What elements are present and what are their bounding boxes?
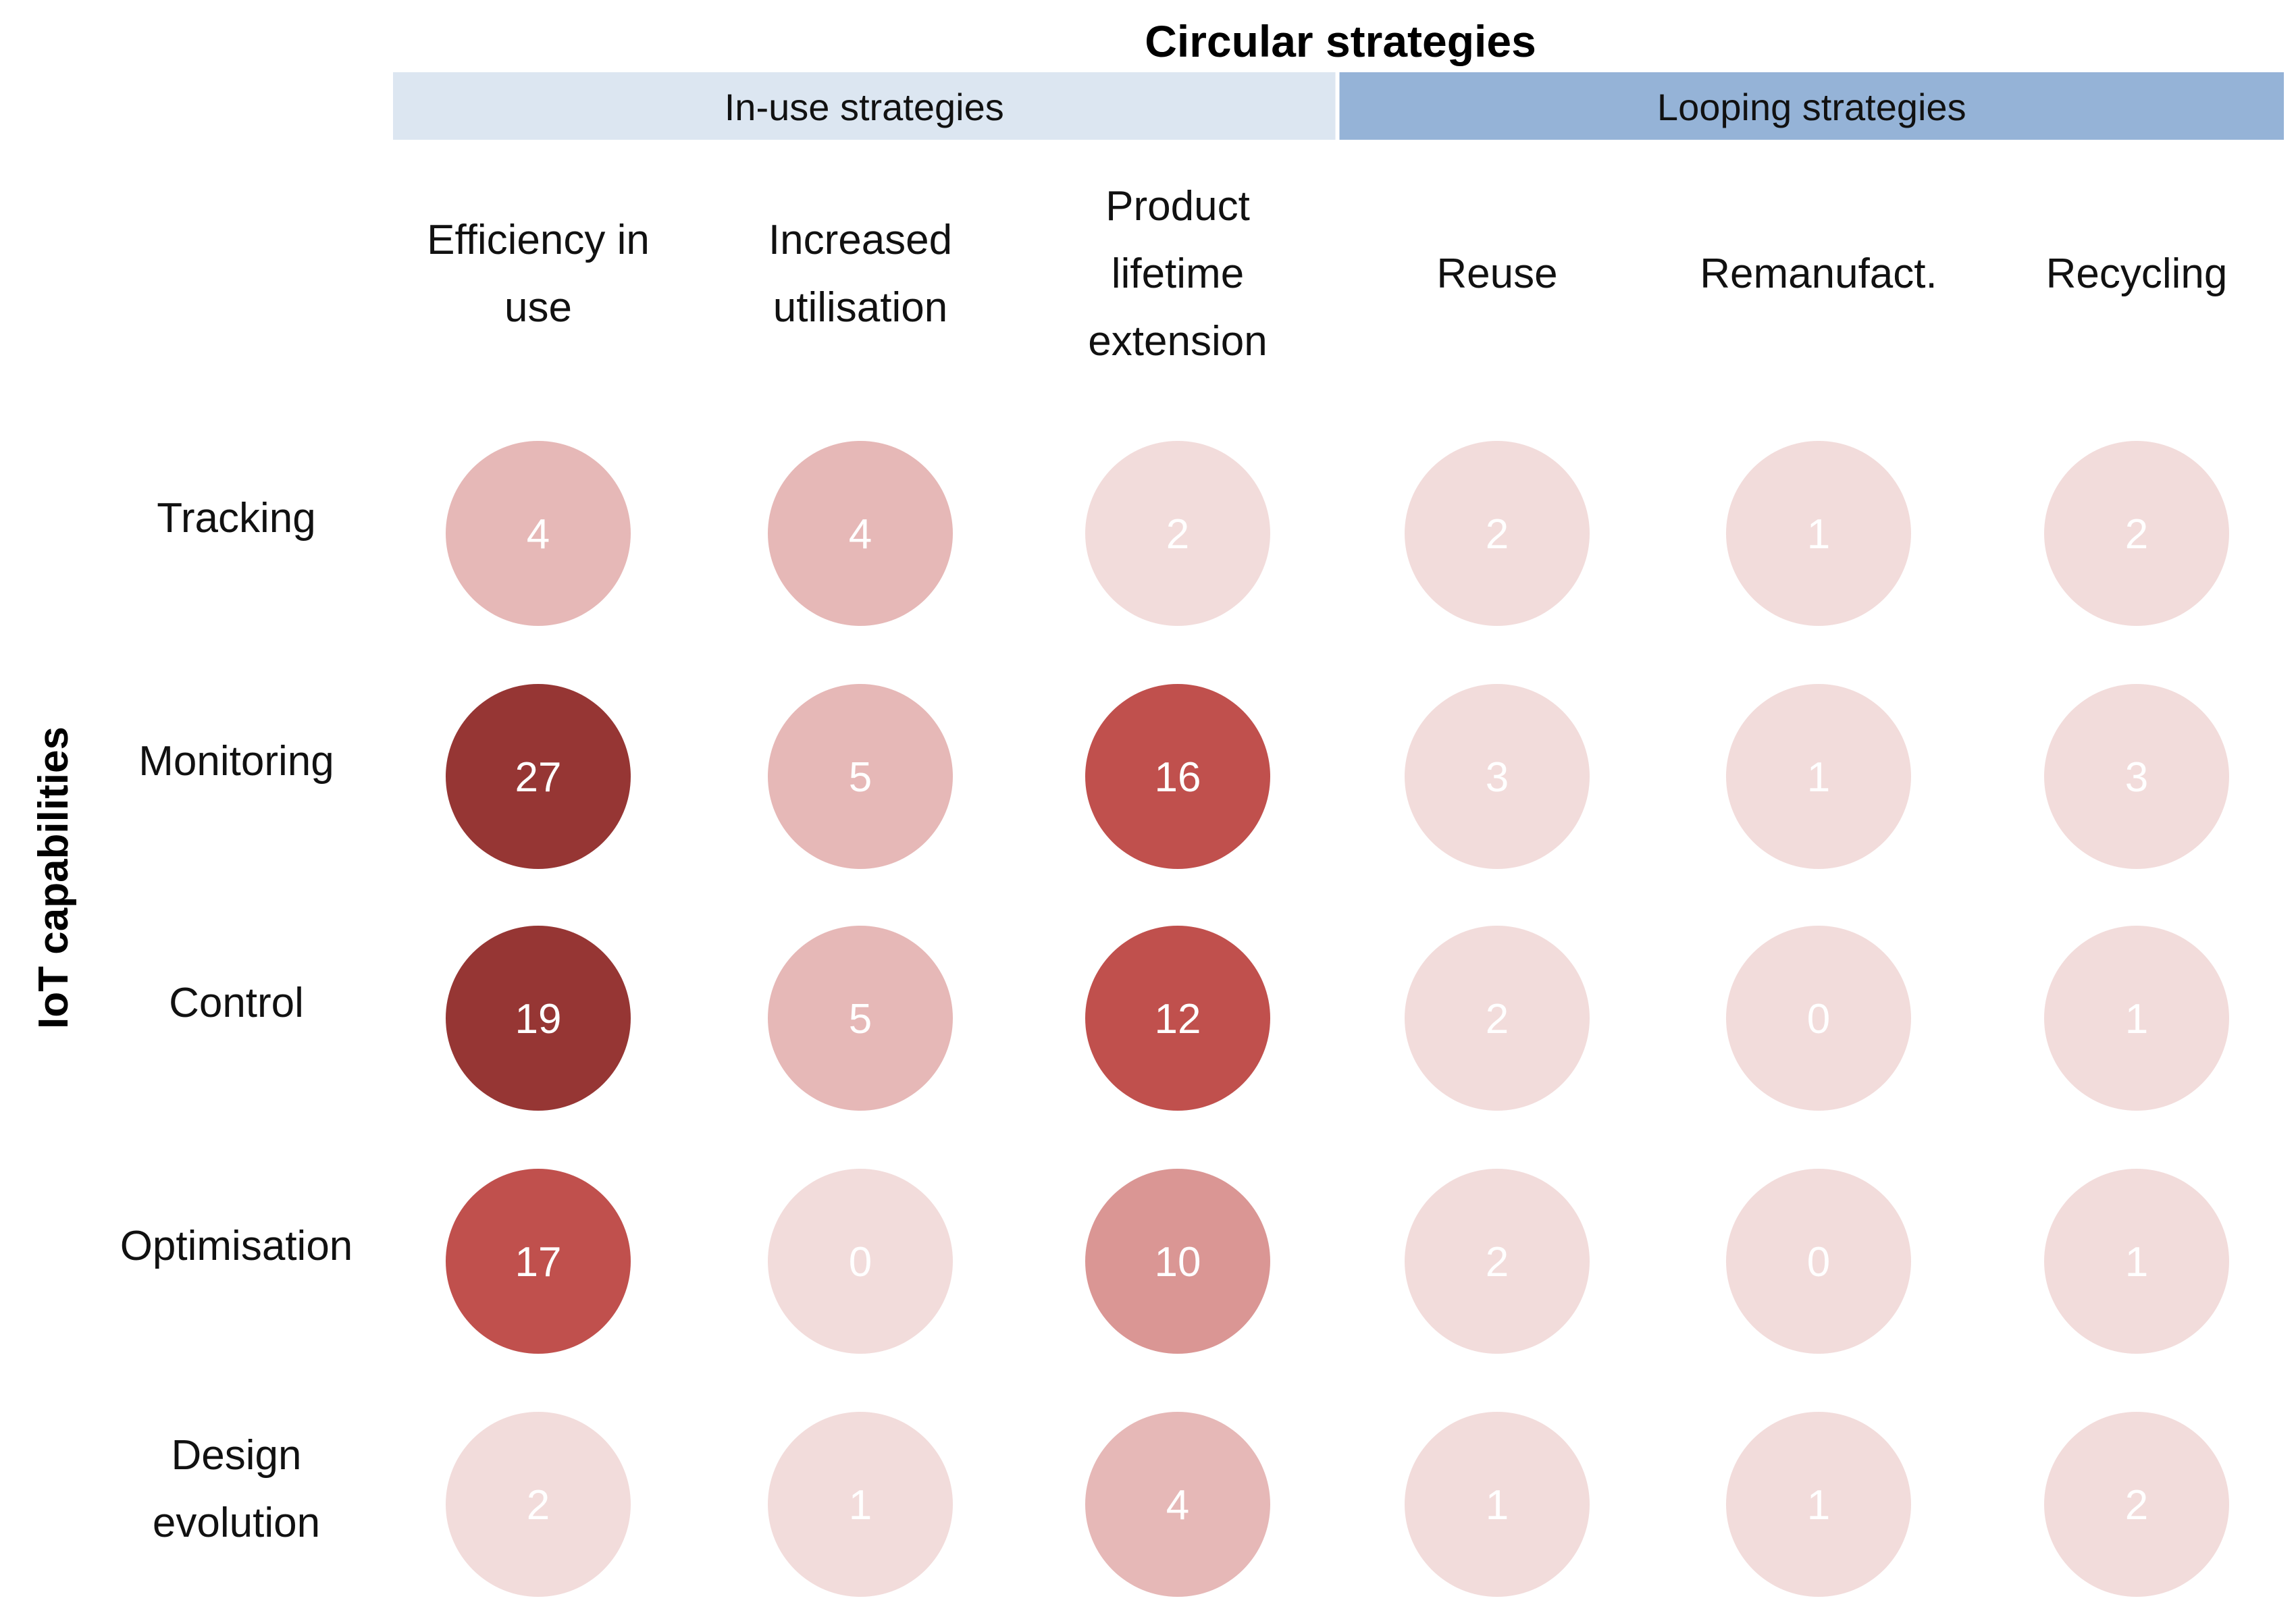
cell-circle-3-5 [2044,1169,2229,1354]
cell-circle-1-5 [2044,684,2229,869]
cell-value-4-3: 1 [1486,1482,1509,1529]
cell-value-4-2: 4 [1166,1482,1189,1529]
cell-value-0-5: 2 [2125,511,2148,558]
cell-circle-2-2 [1085,926,1270,1111]
column-header-2-line-0: Product [1105,183,1250,230]
cell-value-0-1: 4 [849,511,872,558]
column-header-0-line-0: Efficiency in [427,217,650,263]
cell-circle-4-1 [768,1412,953,1597]
cell-circle-4-3 [1405,1412,1590,1597]
cell-circle-4-2 [1085,1412,1270,1597]
cell-value-3-1: 0 [849,1239,872,1286]
cell-value-1-1: 5 [849,754,872,801]
cell-circle-4-4 [1726,1412,1911,1597]
cell-value-1-0: 27 [515,754,562,801]
column-headers: Efficiency in use Increased utilisation Prod… [427,183,2227,365]
cell-circle-1-1 [768,684,953,869]
cell-circle-2-3 [1405,926,1590,1111]
column-header-1-line-0: Increased [768,217,952,263]
cell-circle-1-2 [1085,684,1270,869]
cell-circle-0-5 [2044,441,2229,626]
cell-value-3-5: 1 [2125,1239,2148,1286]
cell-value-4-5: 2 [2125,1482,2148,1529]
cell-value-3-4: 0 [1807,1239,1830,1286]
column-header-5-line-0: Recycling [2046,250,2228,297]
column-header-1-line-1: utilisation [773,284,947,331]
cell-value-1-4: 1 [1807,754,1830,801]
cell-circle-3-0 [446,1169,631,1354]
cell-value-1-5: 3 [2125,754,2148,801]
cell-value-3-3: 2 [1486,1239,1509,1286]
row-header-1-line-0: Monitoring [138,738,334,785]
cell-circle-1-4 [1726,684,1911,869]
cell-circle-1-0 [446,684,631,869]
cell-value-2-3: 2 [1486,996,1509,1042]
row-headers: Tracking Monitoring Control Optimisation Des… [120,495,353,1546]
cell-circle-0-1 [768,441,953,626]
row-header-0-line-0: Tracking [157,495,315,542]
cell-circle-4-5 [2044,1412,2229,1597]
cell-circle-3-1 [768,1169,953,1354]
row-header-2-line-0: Control [169,980,304,1026]
cell-value-2-5: 1 [2125,996,2148,1042]
cell-value-4-4: 1 [1807,1482,1830,1529]
cell-value-4-0: 2 [527,1482,550,1529]
group-band-1 [1339,72,2284,140]
cell-value-1-3: 3 [1486,754,1509,801]
cell-value-3-0: 17 [515,1239,562,1286]
cell-value-0-2: 2 [1166,511,1189,558]
y-axis-label: IoT capabilities [30,727,77,1029]
group-band-0 [393,72,1336,140]
cell-value-1-2: 16 [1155,754,1201,801]
cell-circle-3-4 [1726,1169,1911,1354]
column-header-0-line-1: use [504,284,572,331]
cell-circle-3-2 [1085,1169,1270,1354]
row-header-3-line-0: Optimisation [120,1223,353,1269]
cell-circle-0-2 [1085,441,1270,626]
column-header-3-line-0: Reuse [1436,250,1557,297]
cell-circle-1-3 [1405,684,1590,869]
cell-value-2-2: 12 [1155,996,1201,1042]
row-header-4-line-1: evolution [153,1500,320,1546]
cell-value-0-0: 4 [527,511,550,558]
column-header-2-line-2: extension [1088,318,1267,365]
strategy-groups: In-use strategies Looping strategies [393,72,2284,140]
column-header-2-line-1: lifetime [1112,250,1244,297]
cell-value-3-2: 10 [1155,1239,1201,1286]
cell-circle-4-0 [446,1412,631,1597]
group-label-0: In-use strategies [725,86,1004,128]
cell-circle-2-1 [768,926,953,1111]
cell-circle-2-5 [2044,926,2229,1111]
cell-circle-0-4 [1726,441,1911,626]
cell-circle-2-4 [1726,926,1911,1111]
chart-title: Circular strategies [1145,16,1536,66]
cell-value-2-0: 19 [515,996,562,1042]
cell-circle-2-0 [446,926,631,1111]
cell-circle-0-0 [446,441,631,626]
cell-circle-0-3 [1405,441,1590,626]
cell-circle-3-3 [1405,1169,1590,1354]
cell-value-2-4: 0 [1807,996,1830,1042]
group-label-1: Looping strategies [1657,86,1966,128]
column-header-4-line-0: Remanufact. [1700,250,1937,297]
heatmap-cells: 4 4 2 2 1 227 5 16 3 1 319 5 12 2 0 117 0 10 2 0 12 1 4 1 1 2 [446,441,2229,1597]
cell-value-2-1: 5 [849,996,872,1042]
row-header-4-line-0: Design [172,1432,302,1479]
cell-value-4-1: 1 [849,1482,872,1529]
cell-value-0-3: 2 [1486,511,1509,558]
cell-value-0-4: 1 [1807,511,1830,558]
